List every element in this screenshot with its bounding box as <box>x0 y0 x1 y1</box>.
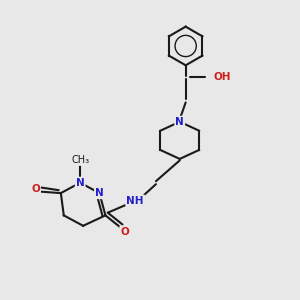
Text: N: N <box>175 117 184 127</box>
Text: N: N <box>95 188 104 198</box>
Text: O: O <box>120 227 129 237</box>
Text: NH: NH <box>126 196 144 206</box>
Text: OH: OH <box>214 72 231 82</box>
Text: O: O <box>31 184 40 194</box>
Text: N: N <box>76 178 85 188</box>
Text: CH₃: CH₃ <box>71 155 89 165</box>
